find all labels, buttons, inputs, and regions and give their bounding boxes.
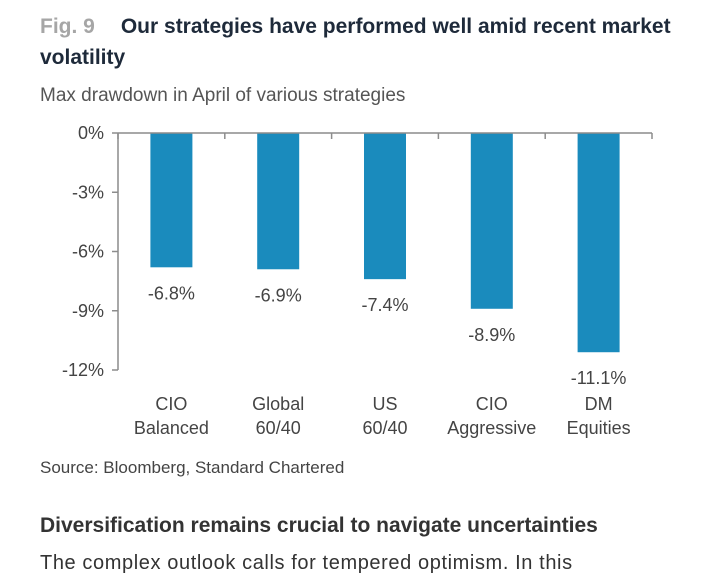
category-label: DM [585, 394, 613, 414]
data-label: -8.9% [468, 325, 515, 345]
figure-title: Our strategies have performed well amid … [40, 15, 671, 69]
y-tick-label: -9% [72, 301, 104, 321]
data-label: -11.1% [571, 368, 627, 388]
body-paragraph: The complex outlook calls for tempered o… [40, 552, 573, 574]
data-label: -6.8% [148, 283, 195, 303]
bar [150, 133, 193, 268]
figure-label: Fig. 9 [40, 15, 95, 38]
y-tick-label: -6% [72, 242, 104, 262]
bar [470, 133, 513, 309]
category-label: Global [252, 394, 304, 414]
y-tick-label: 0% [78, 123, 104, 143]
category-label: Balanced [134, 418, 209, 438]
category-label: CIO [476, 394, 508, 414]
category-label: 60/40 [362, 418, 407, 438]
data-label: -7.4% [361, 295, 408, 315]
category-label: 60/40 [256, 418, 301, 438]
category-label: CIO [155, 394, 187, 414]
data-label: -6.9% [255, 285, 302, 305]
chart-title: Max drawdown in April of various strateg… [40, 85, 406, 106]
section-heading: Diversification remains crucial to navig… [40, 514, 598, 537]
category-label: Aggressive [447, 418, 536, 438]
bar [364, 133, 406, 280]
category-label: US [372, 394, 397, 414]
bar-chart: 0% -3% -6% -9% -12% -6.8% -6.9% -7.4% -8.9% -11.1… [62, 123, 653, 438]
bar [257, 133, 300, 270]
y-tick-label: -3% [72, 182, 104, 202]
source-note: Source: Bloomberg, Standard Chartered [40, 458, 345, 477]
y-tick-label: -12% [62, 360, 104, 380]
bar [577, 133, 620, 353]
category-label: Equities [567, 418, 631, 438]
figure-heading: Fig. 9 Our strategies have performed well… [40, 12, 690, 74]
